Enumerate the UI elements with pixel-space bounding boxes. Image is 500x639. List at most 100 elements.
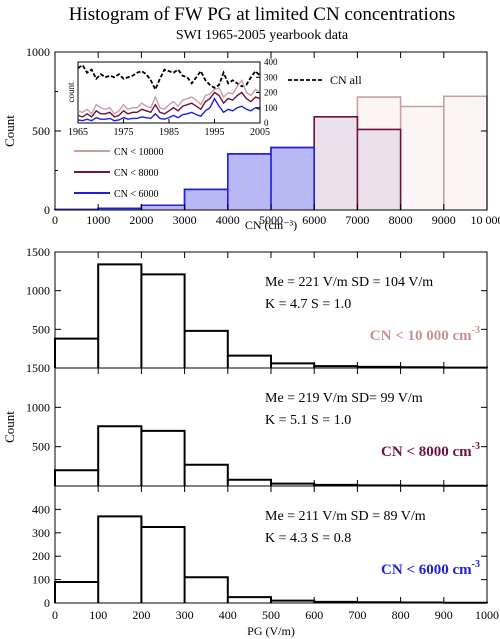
y-tick-label: 100	[32, 573, 50, 587]
inset-x-tick-label: 2005	[250, 127, 270, 138]
bar	[227, 597, 271, 603]
inset-x-tick-label: 1975	[114, 127, 134, 138]
bar	[141, 526, 185, 603]
inset-y-tick-label: 400	[264, 57, 278, 67]
inset-x-tick-label: 1985	[159, 127, 179, 138]
bar	[55, 470, 99, 486]
stats-line-2: K = 5.1 S = 1.0	[265, 413, 351, 428]
x-tick-label: 4000	[216, 213, 240, 227]
inset-series-line	[77, 97, 261, 122]
x-tick-label: 300	[176, 608, 194, 622]
x-tick-label: 600	[305, 608, 323, 622]
legend-label: CN < 8000	[114, 168, 159, 179]
inset-x-tick-label: 1995	[205, 127, 225, 138]
x-tick-label: 400	[219, 608, 237, 622]
stats-line-2: K = 4.7 S = 1.0	[265, 297, 351, 312]
pg-panel-cn10000: 500 1000 1500 Me = 221 V/m SD = 104 V/m K = …	[26, 245, 488, 369]
y-tick-label: 1000	[26, 400, 50, 414]
stats-line-1: Me = 219 V/m SD= 99 V/m	[265, 391, 423, 406]
stats-line-1: Me = 221 V/m SD = 104 V/m	[265, 275, 433, 290]
inset-series-line	[77, 91, 261, 118]
x-tick-label: 700	[348, 608, 366, 622]
bar	[98, 516, 142, 603]
bar	[55, 338, 99, 368]
bar	[271, 483, 315, 486]
y-tick-label: 200	[32, 549, 50, 563]
inset-y-tick-label: 0	[264, 118, 269, 128]
bar	[55, 581, 99, 603]
inset-legend-label: CN all	[330, 73, 362, 87]
x-tick-label: 8000	[389, 213, 413, 227]
x-tick-label: 0	[52, 608, 58, 622]
x-tick-label: 6000	[302, 213, 326, 227]
cn-limit-label: CN < 6000 cm-3	[381, 559, 480, 578]
x-tick-label: 100	[89, 608, 107, 622]
inset-y-tick-label: 300	[264, 72, 278, 82]
cn-histogram-panel: 0 1000 2000 3000 4000 5000 6000 7000 8000 9000 10 …	[2, 45, 500, 232]
x-tick-label: 1000	[86, 213, 110, 227]
x-tick-label: 9000	[432, 213, 456, 227]
bar	[400, 106, 444, 210]
y-tick-label: 1000	[26, 284, 50, 298]
bar	[141, 205, 185, 210]
inset-series-line	[77, 78, 261, 116]
histogram-outline	[54, 263, 488, 369]
bar	[227, 355, 271, 368]
x-tick-label: 500	[262, 608, 280, 622]
x-tick-label: 2000	[129, 213, 153, 227]
y-tick-label: 1500	[26, 245, 50, 259]
y-tick-label: 0	[44, 203, 50, 217]
bar	[227, 479, 271, 486]
y-tick-label: 300	[32, 526, 50, 540]
pg-panel-cn8000: 500 1000 1500 Count Me = 219 V/m SD= 99 V/m K…	[2, 361, 488, 487]
bar	[184, 577, 228, 603]
y-axis-label: Count	[2, 411, 17, 443]
cn-limit-label: CN < 10 000 cm-3	[370, 325, 480, 344]
bar	[314, 116, 358, 210]
stats-line-1: Me = 211 V/m SD = 89 V/m	[265, 509, 426, 524]
bar	[98, 426, 142, 486]
x-tick-label: 200	[132, 608, 150, 622]
bar	[184, 464, 228, 486]
inset-y-tick-label: 200	[264, 88, 278, 98]
bar	[184, 330, 228, 368]
bar	[443, 96, 487, 210]
y-axis-label: Count	[2, 115, 17, 147]
y-tick-label: 500	[32, 124, 50, 138]
bar	[357, 129, 401, 210]
x-tick-label: 3000	[173, 213, 197, 227]
y-tick-label: 500	[32, 322, 50, 336]
y-tick-label: 1000	[26, 45, 50, 59]
x-tick-label: 10 000	[471, 213, 500, 227]
bar	[271, 147, 315, 210]
bar	[141, 430, 185, 486]
x-tick-label: 1000	[475, 608, 499, 622]
bar	[184, 189, 228, 210]
y-tick-label: 1500	[26, 361, 50, 375]
bar	[227, 153, 271, 210]
x-tick-label: 5000	[259, 213, 283, 227]
y-tick-label: 400	[32, 502, 50, 516]
cn-limit-label: CN < 8000 cm-3	[381, 441, 480, 460]
legend-label: CN < 10000	[114, 147, 164, 158]
chart-title: Histogram of FW PG at limited CN concent…	[69, 4, 455, 25]
y-tick-label: 500	[32, 440, 50, 454]
bar	[141, 274, 185, 368]
inset-x-tick-label: 1965	[68, 127, 88, 138]
bar	[98, 264, 142, 368]
legend-label: CN < 6000	[114, 189, 159, 200]
inset-y-tick-label: 100	[264, 103, 278, 113]
x-tick-label: 7000	[345, 213, 369, 227]
x-tick-label: 800	[392, 608, 410, 622]
inset-series-line	[77, 63, 261, 92]
x-axis-label: CN (cm⁻³)	[245, 218, 297, 232]
x-tick-label: 900	[435, 608, 453, 622]
chart-subtitle: SWI 1965-2005 yearbook data	[176, 28, 349, 43]
bar	[271, 363, 315, 368]
y-tick-label: 0	[44, 596, 50, 610]
inset-y-axis-label: count	[66, 82, 76, 102]
x-axis-label: PG (V/m)	[247, 624, 295, 638]
bar	[271, 600, 315, 603]
